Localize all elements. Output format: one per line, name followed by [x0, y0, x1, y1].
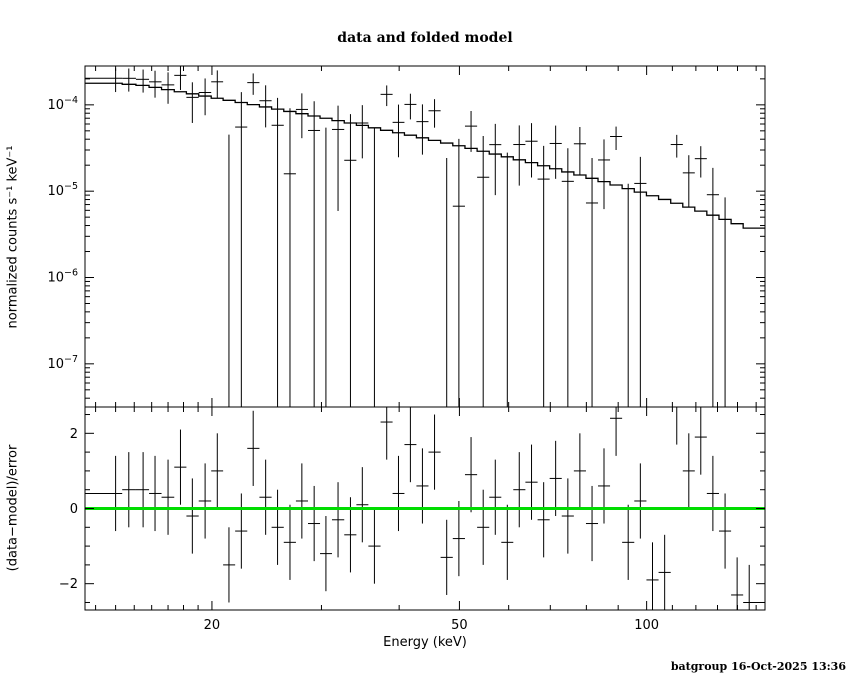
y-tick-label: 2: [70, 427, 78, 442]
top-panel-frame: [84, 65, 766, 408]
x-tick-label: 100: [634, 618, 659, 633]
y-tick-label: 0: [70, 502, 78, 517]
x-tick-label: 50: [451, 618, 468, 633]
spectrum-data-group: [85, 66, 765, 407]
model-step-line: [85, 82, 765, 229]
y-tick-label: 10−7: [47, 354, 78, 372]
residual-data-group: [85, 407, 765, 610]
tick-labels-group: 20 50 100 10−4 10−5 10−6 10−7 −2 0 2: [47, 95, 659, 633]
chart-title: data and folded model: [337, 30, 513, 46]
y-axis-label-residual: (data−model)/error: [5, 444, 21, 572]
y-tick-label: −2: [59, 577, 78, 592]
y-tick-label: 10−6: [47, 268, 78, 286]
y-tick-label: 10−5: [47, 181, 78, 199]
y-axis-label-counts: normalized counts s⁻¹ keV⁻¹: [5, 145, 21, 329]
axes-group: [84, 65, 766, 611]
y-tick-label: 10−4: [47, 95, 78, 113]
x-axis-label-energy: Energy (keV): [383, 635, 467, 650]
plot-footer-timestamp: batgroup 16-Oct-2025 13:36: [670, 660, 846, 673]
x-tick-label: 20: [204, 618, 221, 633]
